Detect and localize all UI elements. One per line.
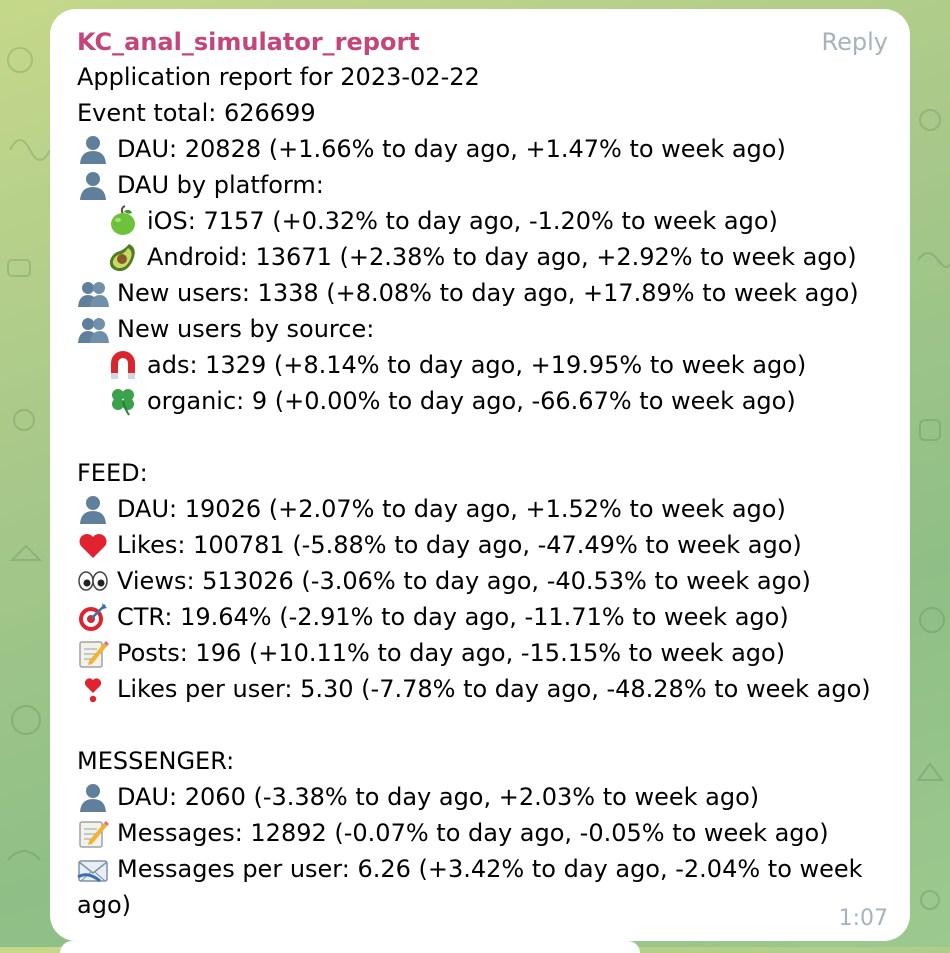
views-text: Views: 513026 (-3.06% to day ago, -40.53… xyxy=(117,567,811,595)
spacer xyxy=(77,419,882,455)
spacer xyxy=(77,707,882,743)
messages-per-user-text: Messages per user: 6.26 (+3.42% to day a… xyxy=(117,855,863,883)
memo-icon xyxy=(77,637,117,669)
ads-text: ads: 1329 (+8.14% to day ago, +19.95% to… xyxy=(147,351,807,379)
bust-in-silhouette-icon xyxy=(77,169,117,201)
green-apple-icon xyxy=(107,205,147,237)
busts-in-silhouette-icon xyxy=(77,313,117,345)
bust-in-silhouette-icon xyxy=(77,493,117,525)
messenger-dau-line: DAU: 2060 (-3.38% to day ago, +2.03% to … xyxy=(77,779,882,815)
ctr-text: CTR: 19.64% (-2.91% to day ago, -11.71% … xyxy=(117,603,789,631)
magnet-icon xyxy=(107,349,147,381)
next-message-bubble-edge xyxy=(60,941,640,953)
messenger-heading: MESSENGER: xyxy=(77,747,235,775)
ctr-line: CTR: 19.64% (-2.91% to day ago, -11.71% … xyxy=(77,599,882,635)
bust-in-silhouette-icon xyxy=(77,133,117,165)
messages-text: Messages: 12892 (-0.07% to day ago, -0.0… xyxy=(117,819,829,847)
messenger-heading-line: MESSENGER: xyxy=(77,743,882,779)
ads-line: ads: 1329 (+8.14% to day ago, +19.95% to… xyxy=(77,347,882,383)
bust-in-silhouette-icon xyxy=(77,781,117,813)
dau-text: DAU: 20828 (+1.66% to day ago, +1.47% to… xyxy=(117,135,786,163)
reply-button[interactable]: Reply xyxy=(821,28,888,56)
android-line: Android: 13671 (+2.38% to day ago, +2.92… xyxy=(77,239,882,275)
new-users-line: New users: 1338 (+8.08% to day ago, +17.… xyxy=(77,275,882,311)
red-heart-icon xyxy=(77,529,117,561)
messages-per-user-line: Messages per user: 6.26 (+3.42% to day a… xyxy=(77,851,882,887)
memo-icon xyxy=(77,817,117,849)
message-bubble[interactable]: KC_anal_simulator_report Reply Applicati… xyxy=(50,9,910,941)
busts-in-silhouette-icon xyxy=(77,277,117,309)
messages-line: Messages: 12892 (-0.07% to day ago, -0.0… xyxy=(77,815,882,851)
feed-heading: FEED: xyxy=(77,459,148,487)
incoming-envelope-icon xyxy=(77,853,117,885)
dau-platform-text: DAU by platform: xyxy=(117,171,324,199)
message-timestamp: 1:07 xyxy=(838,906,888,931)
dau-line: DAU: 20828 (+1.66% to day ago, +1.47% to… xyxy=(77,131,882,167)
four-leaf-clover-icon xyxy=(107,385,147,417)
organic-line: organic: 9 (+0.00% to day ago, -66.67% t… xyxy=(77,383,882,419)
new-users-source-line: New users by source: xyxy=(77,311,882,347)
message-header: KC_anal_simulator_report Reply xyxy=(77,25,888,59)
heart-exclamation-icon xyxy=(77,673,117,705)
likes-text: Likes: 100781 (-5.88% to day ago, -47.49… xyxy=(117,531,802,559)
report-title: Application report for 2023-02-22 xyxy=(77,63,480,91)
dau-platform-line: DAU by platform: xyxy=(77,167,882,203)
organic-text: organic: 9 (+0.00% to day ago, -66.67% t… xyxy=(147,387,796,415)
event-total-line: Event total: 626699 xyxy=(77,95,882,131)
posts-text: Posts: 196 (+10.11% to day ago, -15.15% … xyxy=(117,639,786,667)
messages-per-user-wrap: ago) xyxy=(77,891,131,919)
event-total: Event total: 626699 xyxy=(77,99,316,127)
avocado-icon xyxy=(107,241,147,273)
views-line: Views: 513026 (-3.06% to day ago, -40.53… xyxy=(77,563,882,599)
new-users-source-text: New users by source: xyxy=(117,315,375,343)
direct-hit-icon xyxy=(77,601,117,633)
report-title-line: Application report for 2023-02-22 xyxy=(77,59,882,95)
ios-text: iOS: 7157 (+0.32% to day ago, -1.20% to … xyxy=(147,207,778,235)
feed-dau-line: DAU: 19026 (+2.07% to day ago, +1.52% to… xyxy=(77,491,882,527)
posts-line: Posts: 196 (+10.11% to day ago, -15.15% … xyxy=(77,635,882,671)
likes-line: Likes: 100781 (-5.88% to day ago, -47.49… xyxy=(77,527,882,563)
eyes-icon xyxy=(77,565,117,597)
ios-line: iOS: 7157 (+0.32% to day ago, -1.20% to … xyxy=(77,203,882,239)
feed-dau-text: DAU: 19026 (+2.07% to day ago, +1.52% to… xyxy=(117,495,786,523)
likes-per-user-line: Likes per user: 5.30 (-7.78% to day ago,… xyxy=(77,671,882,707)
sender-name[interactable]: KC_anal_simulator_report xyxy=(77,28,420,56)
messenger-dau-text: DAU: 2060 (-3.38% to day ago, +2.03% to … xyxy=(117,783,760,811)
feed-heading-line: FEED: xyxy=(77,455,882,491)
likes-per-user-text: Likes per user: 5.30 (-7.78% to day ago,… xyxy=(117,675,871,703)
new-users-text: New users: 1338 (+8.08% to day ago, +17.… xyxy=(117,279,859,307)
android-text: Android: 13671 (+2.38% to day ago, +2.92… xyxy=(147,243,857,271)
